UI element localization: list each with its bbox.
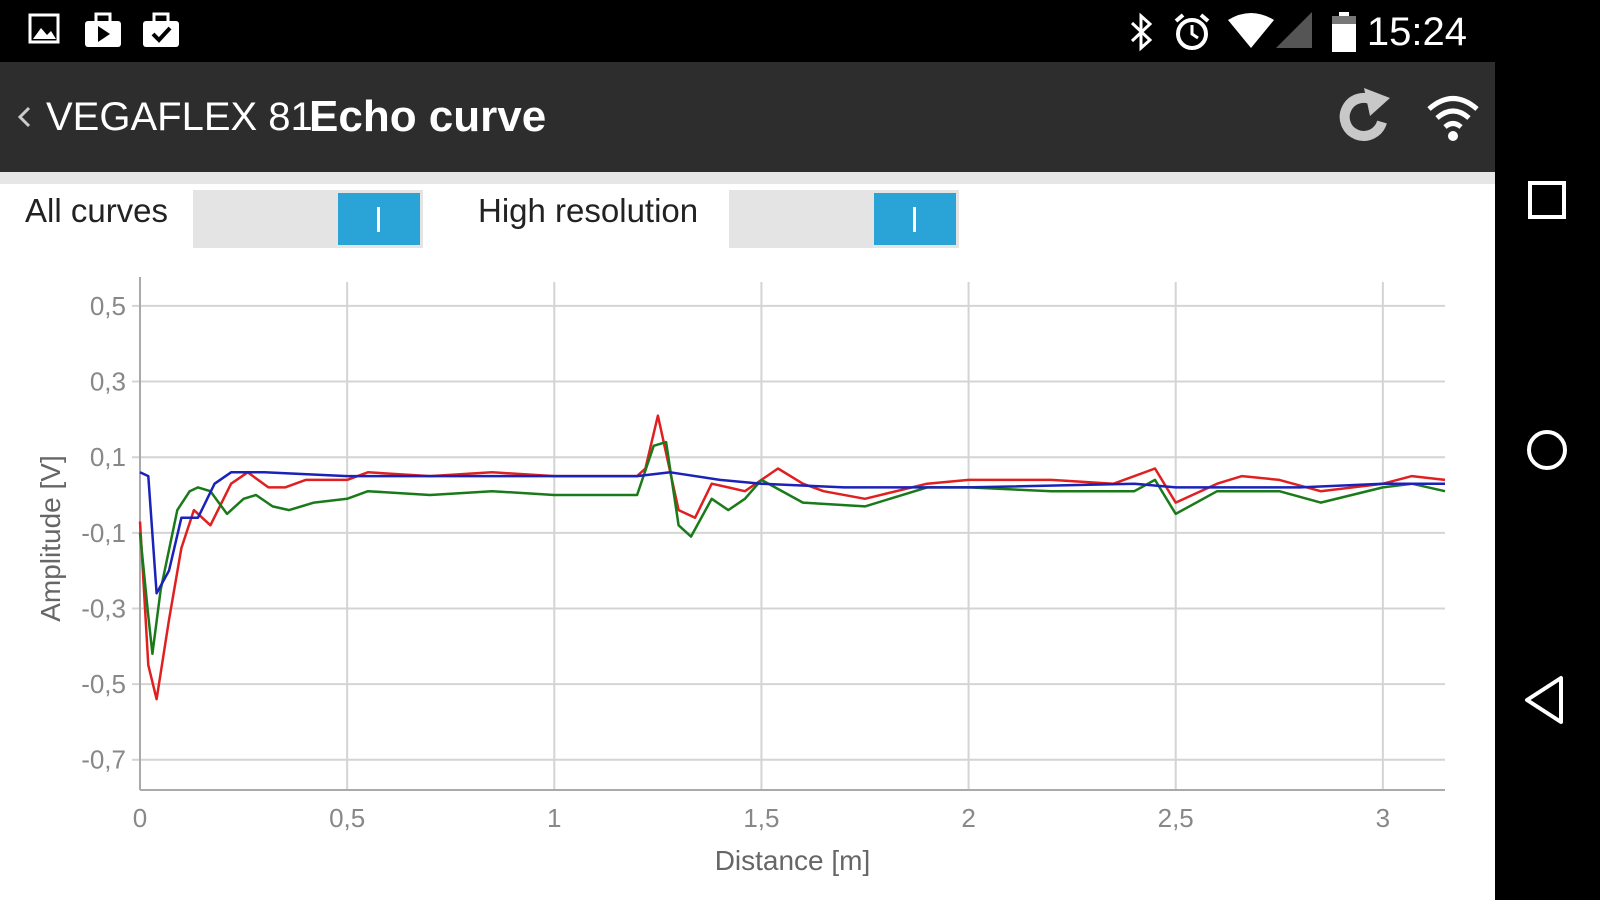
all-curves-toggle-thumb[interactable] bbox=[338, 193, 420, 245]
series-line-0 bbox=[138, 414, 1446, 701]
briefcase-upload-icon bbox=[85, 12, 121, 47]
refresh-icon[interactable] bbox=[1334, 84, 1396, 146]
wifi-signal-icon bbox=[1228, 13, 1274, 48]
y-tick-label: -0,3 bbox=[81, 593, 126, 623]
wifi-icon[interactable] bbox=[1425, 92, 1481, 142]
back-icon[interactable] bbox=[1515, 668, 1579, 732]
series-line-2 bbox=[139, 471, 1445, 595]
x-tick-label: 3 bbox=[1376, 803, 1390, 833]
image-icon bbox=[28, 13, 60, 44]
status-time: 15:24 bbox=[1366, 10, 1467, 54]
all-curves-label: All curves bbox=[25, 192, 169, 229]
home-icon[interactable] bbox=[1515, 418, 1579, 482]
x-tick-label: 0 bbox=[133, 803, 147, 833]
x-tick-label: 0,5 bbox=[329, 803, 365, 833]
high-resolution-toggle-thumb[interactable] bbox=[874, 193, 956, 245]
page-title: Echo curve bbox=[309, 92, 547, 141]
cell-signal-icon bbox=[1276, 12, 1312, 48]
alarm-icon bbox=[1174, 13, 1210, 50]
y-tick-label: -0,5 bbox=[81, 669, 126, 699]
y-tick-label: -0,1 bbox=[81, 518, 126, 548]
y-tick-label: -0,7 bbox=[81, 745, 126, 775]
navigation-bar bbox=[1495, 0, 1600, 900]
x-tick-label: 1 bbox=[547, 803, 561, 833]
y-tick-label: 0,5 bbox=[90, 291, 126, 321]
echo-curve-chart: 0,5 0,3 0,1 -0,1 -0,3 -0,5 -0,70 0,5 1 1,5 2 2,5 3 Di… bbox=[35, 277, 1446, 876]
app-bar-divider bbox=[0, 172, 1495, 184]
y-tick-label: 0,1 bbox=[90, 442, 126, 472]
back-chevron-icon[interactable] bbox=[14, 102, 34, 132]
y-tick-label: 0,3 bbox=[90, 367, 126, 397]
app-bar: VEGAFLEX 81 Echo curve bbox=[0, 62, 1495, 172]
high-resolution-label: High resolution bbox=[478, 192, 699, 229]
high-resolution-toggle[interactable] bbox=[729, 190, 959, 248]
status-bar: 15:24 bbox=[0, 0, 1495, 62]
x-tick-label: 2 bbox=[961, 803, 975, 833]
x-axis-label: Distance [m] bbox=[715, 845, 871, 876]
briefcase-check-icon bbox=[143, 12, 179, 47]
recents-icon[interactable] bbox=[1515, 168, 1579, 232]
bluetooth-icon bbox=[1130, 12, 1153, 52]
plot-area bbox=[140, 287, 1445, 790]
device-name: VEGAFLEX 81 bbox=[46, 95, 313, 139]
all-curves-toggle[interactable] bbox=[193, 190, 423, 248]
battery-icon bbox=[1332, 12, 1356, 52]
x-tick-label: 1,5 bbox=[743, 803, 779, 833]
x-tick-label: 2,5 bbox=[1158, 803, 1194, 833]
y-axis-label: Amplitude [V] bbox=[35, 455, 66, 622]
